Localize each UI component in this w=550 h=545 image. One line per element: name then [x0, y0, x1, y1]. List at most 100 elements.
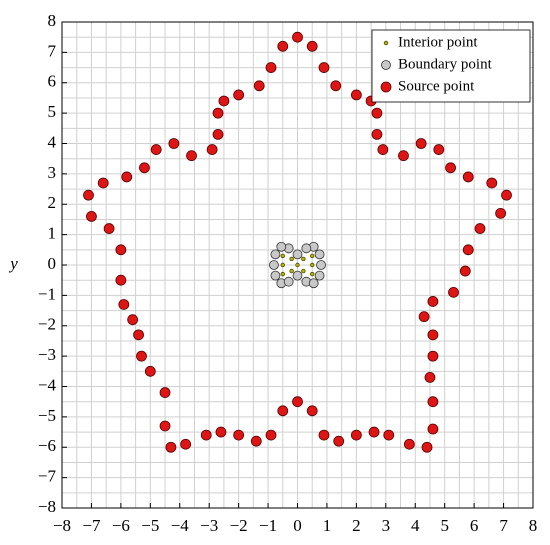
scatter-point: [218, 95, 230, 107]
x-tick-label: 6: [470, 516, 479, 535]
y-tick-label: −1: [38, 284, 56, 303]
x-tick-label: −3: [200, 516, 218, 535]
scatter-point: [310, 253, 315, 259]
scatter-point: [316, 260, 326, 270]
x-tick-label: 1: [323, 516, 332, 535]
scatter-point: [306, 405, 318, 417]
scatter-point: [427, 329, 439, 341]
scatter-point: [115, 244, 127, 256]
x-tick-label: 2: [352, 516, 361, 535]
scatter-point: [383, 429, 395, 441]
scatter-point: [308, 278, 319, 289]
x-tick-label: 3: [382, 516, 391, 535]
scatter-point: [474, 223, 486, 234]
scatter-point: [159, 420, 171, 432]
x-tick-label: 5: [440, 516, 449, 535]
scatter-point: [295, 262, 300, 268]
scatter-point: [144, 365, 156, 377]
x-tick-label: −1: [259, 516, 277, 535]
scatter-point: [448, 286, 459, 298]
scatter-point: [421, 441, 433, 453]
y-tick-label: 5: [48, 102, 57, 121]
x-tick-label: −5: [141, 516, 159, 535]
scatter-point: [350, 429, 362, 441]
legend-label: Source point: [398, 78, 475, 94]
scatter-point: [292, 31, 303, 43]
scatter-point: [462, 244, 474, 256]
scatter-point: [445, 162, 456, 174]
scatter-point: [433, 144, 445, 155]
scatter-point: [333, 435, 345, 447]
scatter-point: [292, 270, 303, 281]
scatter-point: [139, 162, 150, 174]
scatter-point: [215, 426, 227, 438]
scatter-point: [495, 207, 507, 219]
y-tick-label: 7: [48, 41, 57, 60]
legend-marker: [381, 60, 391, 70]
legend-box: [371, 29, 531, 103]
scatter-point: [269, 260, 279, 270]
scatter-point: [212, 128, 224, 140]
scatter-point: [310, 262, 315, 268]
scatter-point: [283, 276, 294, 287]
y-tick-label: 3: [48, 163, 57, 182]
scatter-point: [250, 435, 262, 447]
y-tick-label: 6: [48, 72, 57, 91]
scatter-point: [136, 350, 147, 362]
y-tick-label: 8: [48, 11, 57, 30]
scatter-point: [270, 270, 281, 281]
scatter-point: [377, 144, 389, 155]
scatter-point: [398, 150, 409, 162]
y-tick-label: −8: [38, 497, 56, 516]
x-tick-label: 8: [529, 516, 538, 535]
scatter-point: [314, 270, 325, 281]
scatter-point: [86, 210, 97, 222]
scatter-point: [462, 171, 474, 183]
scatter-point: [97, 177, 109, 189]
scatter-point: [150, 144, 162, 155]
scatter-point: [427, 350, 439, 362]
scatter-point: [427, 296, 439, 307]
scatter-point: [121, 171, 133, 183]
scatter-point: [165, 441, 177, 453]
x-tick-label: 7: [499, 516, 508, 535]
y-tick-label: −3: [38, 345, 56, 364]
scatter-point: [415, 138, 427, 149]
scatter-point: [289, 268, 294, 274]
y-tick-label: 2: [48, 193, 57, 212]
scatter-point: [318, 429, 330, 441]
scatter-point: [168, 138, 180, 149]
scatter-point: [427, 396, 439, 408]
x-tick-label: 4: [411, 516, 420, 535]
scatter-point: [265, 429, 277, 441]
legend-marker: [380, 81, 392, 93]
scatter-point: [424, 371, 436, 383]
scatter-point: [330, 80, 342, 92]
scatter-point: [306, 40, 318, 52]
y-tick-label: −5: [38, 406, 56, 425]
x-tick-label: −7: [82, 516, 101, 535]
y-tick-label: 4: [48, 132, 57, 151]
y-axis-label: y: [8, 254, 18, 273]
scatter-point: [103, 223, 115, 234]
scatter-point: [289, 256, 294, 262]
scatter-point: [292, 396, 303, 408]
scatter-point: [159, 387, 171, 398]
scatter-point: [371, 107, 383, 119]
scatter-point: [501, 189, 512, 201]
scatter-point: [265, 62, 277, 73]
scatter-point: [459, 265, 471, 277]
scatter-point: [486, 177, 498, 189]
scatter-point: [180, 438, 192, 450]
scatter-point: [200, 429, 212, 441]
y-tick-label: 1: [48, 224, 57, 243]
scatter-point: [301, 243, 312, 254]
scatter-point: [368, 426, 380, 438]
scatter-point: [270, 249, 281, 260]
scatter-point: [280, 262, 285, 268]
scatter-point: [186, 150, 197, 162]
scatter-point: [427, 423, 439, 435]
scatter-point: [253, 80, 265, 92]
scatter-point: [403, 438, 415, 450]
